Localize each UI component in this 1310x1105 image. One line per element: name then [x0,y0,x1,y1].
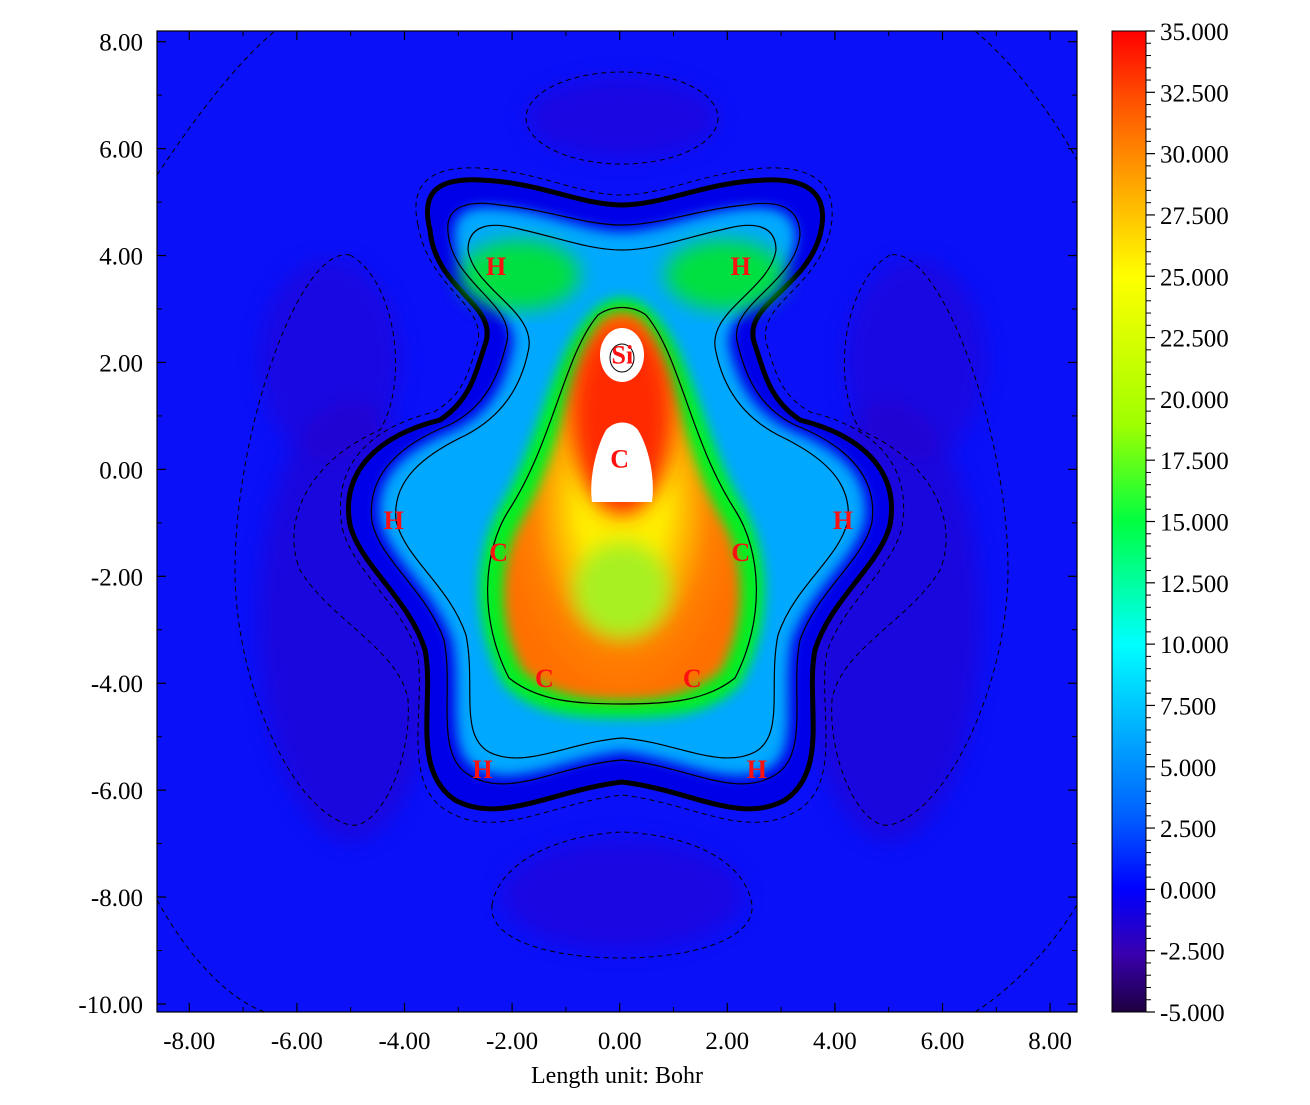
h-region-left [460,240,580,310]
atom-labels: Si C C C C C H H H H H H [384,252,853,784]
colorbar-tick-label: 2.500 [1160,816,1216,843]
colorbar-tick-label: 35.000 [1160,19,1229,46]
x-axis: -8.00 -6.00 -4.00 -2.00 0.00 2.00 4.00 6.00 8.00 [163,31,1072,1055]
colorbar-tick-label: -2.500 [1160,939,1225,966]
x-tick-label: 8.00 [1028,1028,1072,1055]
contour-lines [157,31,1077,1012]
colorbar [1111,30,1147,1013]
y-tick-label: -4.00 [91,671,143,698]
colorbar-tick-label: 0.000 [1160,877,1216,904]
atom-label-c: C [731,538,750,567]
atom-label-c: C [610,445,629,474]
contour-dashed-outer [340,167,904,823]
contour-ring-1 [370,202,874,785]
colorbar-tick-label: 10.000 [1160,632,1229,659]
contour-ring-2 [395,224,849,759]
colorbar-tick-label: 25.000 [1160,264,1229,291]
h-region-right [665,240,785,310]
x-tick-label: 2.00 [705,1028,749,1055]
colorbar-tick-label: 22.500 [1160,326,1229,353]
y-tick-label: -8.00 [91,885,143,912]
colorbar-tick-label: 12.500 [1160,571,1229,598]
contour-bottom-neg [491,831,753,959]
atom-label-h: H [472,755,492,784]
y-tick-label: 2.00 [99,350,143,377]
y-tick-label: 8.00 [99,30,143,57]
y-tick-label: -10.00 [78,992,143,1019]
si-inner-contour [609,343,635,373]
contour-right-neg [831,254,1009,826]
colorbar-tick-label: 5.000 [1160,755,1216,782]
atom-label-h: H [747,755,767,784]
plot-area: Si C C C C C H H H H H H [157,31,1077,1012]
contour-inner [487,306,757,705]
c-white-region [591,422,653,502]
atom-label-c: C [535,664,554,693]
colorbar-axis: 35.000 32.500 30.000 27.500 25.000 22.500 20.0… [1146,19,1229,1027]
contour-top-neg [525,71,719,165]
y-axis: 8.00 6.00 4.00 2.00 0.00 -2.00 -4.00 -6.00 -8.00… [78,30,1077,1019]
atom-label-c: C [683,664,702,693]
si-white-region [600,328,644,382]
atom-label-c: C [489,538,508,567]
colorbar-tick-label: 32.500 [1160,80,1229,107]
y-tick-label: 4.00 [99,244,143,271]
colorbar-tick-label: 30.000 [1160,142,1229,169]
colorbar-tick-label: 7.500 [1160,693,1216,720]
x-tick-label: -6.00 [271,1028,323,1055]
colorbar-tick-label: -5.000 [1160,1000,1225,1027]
atom-label-h: H [731,252,751,281]
colorbar-tick-label: 27.500 [1160,203,1229,230]
x-tick-label: -2.00 [486,1028,538,1055]
colorbar-tick-label: 15.000 [1160,510,1229,537]
atom-label-h: H [833,506,853,535]
x-axis-title: Length unit: Bohr [531,1063,703,1089]
saturated-regions [591,328,653,502]
y-tick-label: 6.00 [99,137,143,164]
y-tick-label: -6.00 [91,778,143,805]
x-tick-label: 6.00 [921,1028,965,1055]
x-tick-label: 4.00 [813,1028,857,1055]
colorbar-tick-label: 20.000 [1160,387,1229,414]
atom-label-h: H [486,252,506,281]
contour-left-neg [234,254,409,826]
x-tick-label: -4.00 [378,1028,430,1055]
y-tick-label: -2.00 [91,564,143,591]
x-tick-label: 0.00 [598,1028,642,1055]
x-tick-label: -8.00 [163,1028,215,1055]
atom-label-h: H [384,506,404,535]
plot-frame [156,30,1078,1013]
atom-label-si: Si [612,340,634,369]
ring-center-dip [574,542,670,638]
y-tick-label: 0.00 [99,457,143,484]
colorbar-tick-label: 17.500 [1160,448,1229,475]
